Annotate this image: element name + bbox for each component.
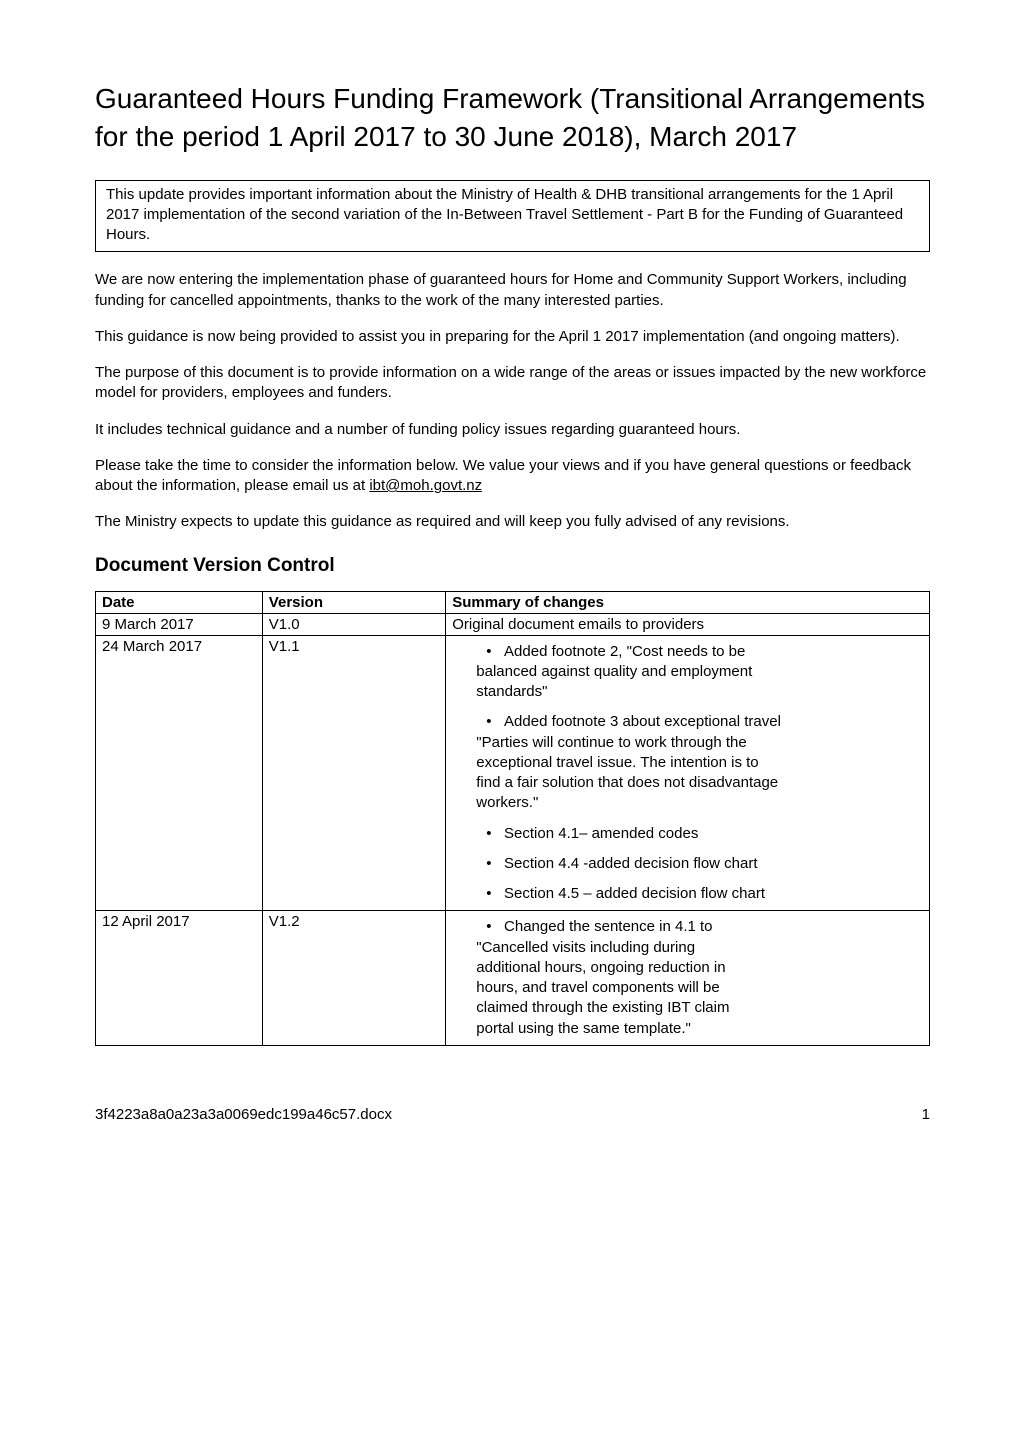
- header-date: Date: [96, 591, 263, 613]
- bullet-cont: balanced against quality and employment: [454, 662, 921, 682]
- bullet-text: Added footnote 3 about exceptional trave…: [504, 713, 781, 730]
- document-title: Guaranteed Hours Funding Framework (Tran…: [95, 80, 930, 156]
- header-summary: Summary of changes: [446, 591, 930, 613]
- bullet-item: • Added footnote 2, "Cost needs to be ba…: [454, 642, 921, 703]
- version-control-table: Date Version Summary of changes 9 March …: [95, 591, 930, 1046]
- bullet-lead: • Added footnote 2, "Cost needs to be: [454, 642, 921, 662]
- intro-paragraph-2: This guidance is now being provided to a…: [95, 327, 930, 347]
- bullet-text: Added footnote 2, "Cost needs to be: [504, 643, 745, 660]
- section-heading-version-control: Document Version Control: [95, 555, 930, 577]
- table-row: 24 March 2017 V1.1 • Added footnote 2, "…: [96, 635, 930, 911]
- bullet-cont: standards": [454, 682, 921, 702]
- bullet-item: • Added footnote 3 about exceptional tra…: [454, 712, 921, 813]
- bullet-lead: • Section 4.1– amended codes: [454, 824, 921, 844]
- bullet-lead: • Changed the sentence in 4.1 to: [454, 917, 921, 937]
- bullet-item: • Section 4.4 -added decision flow chart: [454, 854, 921, 874]
- info-box: This update provides important informati…: [95, 180, 930, 253]
- intro-paragraph-1: We are now entering the implementation p…: [95, 270, 930, 311]
- bullet-item: • Changed the sentence in 4.1 to "Cancel…: [454, 917, 921, 1039]
- bullet-cont: "Cancelled visits including during: [454, 938, 921, 958]
- table-row: 9 March 2017 V1.0 Original document emai…: [96, 613, 930, 635]
- bullet-lead: • Section 4.5 – added decision flow char…: [454, 884, 921, 904]
- bullet-text: Section 4.4 -added decision flow chart: [504, 855, 757, 872]
- bullet-cont: find a fair solution that does not disad…: [454, 773, 921, 793]
- cell-date: 24 March 2017: [96, 635, 263, 911]
- table-header-row: Date Version Summary of changes: [96, 591, 930, 613]
- footer-page-number: 1: [922, 1106, 930, 1123]
- intro-paragraph-6: The Ministry expects to update this guid…: [95, 512, 930, 532]
- cell-date: 9 March 2017: [96, 613, 263, 635]
- cell-summary: • Changed the sentence in 4.1 to "Cancel…: [446, 911, 930, 1046]
- table-row: 12 April 2017 V1.2 • Changed the sentenc…: [96, 911, 930, 1046]
- bullet-cont: hours, and travel components will be: [454, 978, 921, 998]
- bullet-item: • Section 4.5 – added decision flow char…: [454, 884, 921, 904]
- bullet-cont: additional hours, ongoing reduction in: [454, 958, 921, 978]
- cell-version: V1.1: [262, 635, 445, 911]
- cell-summary: Original document emails to providers: [446, 613, 930, 635]
- cell-date: 12 April 2017: [96, 911, 263, 1046]
- bullet-cont: portal using the same template.": [454, 1019, 921, 1039]
- bullet-cont: workers.": [454, 793, 921, 813]
- cell-version: V1.0: [262, 613, 445, 635]
- page-footer: 3f4223a8a0a23a3a0069edc199a46c57.docx 1: [95, 1106, 930, 1123]
- bullet-lead: • Section 4.4 -added decision flow chart: [454, 854, 921, 874]
- email-link[interactable]: ibt@moh.govt.nz: [369, 477, 482, 494]
- bullet-item: • Section 4.1– amended codes: [454, 824, 921, 844]
- intro-paragraph-3: The purpose of this document is to provi…: [95, 363, 930, 404]
- cell-version: V1.2: [262, 911, 445, 1046]
- header-version: Version: [262, 591, 445, 613]
- bullet-cont: "Parties will continue to work through t…: [454, 733, 921, 753]
- bullet-lead: • Added footnote 3 about exceptional tra…: [454, 712, 921, 732]
- footer-filename: 3f4223a8a0a23a3a0069edc199a46c57.docx: [95, 1106, 392, 1123]
- bullet-text: Changed the sentence in 4.1 to: [504, 918, 713, 935]
- intro-paragraph-4: It includes technical guidance and a num…: [95, 420, 930, 440]
- bullet-cont: claimed through the existing IBT claim: [454, 998, 921, 1018]
- p5-text: Please take the time to consider the inf…: [95, 457, 911, 494]
- cell-summary: • Added footnote 2, "Cost needs to be ba…: [446, 635, 930, 911]
- bullet-text: Section 4.5 – added decision flow chart: [504, 885, 765, 902]
- intro-paragraph-5: Please take the time to consider the inf…: [95, 456, 930, 497]
- bullet-text: Section 4.1– amended codes: [504, 825, 698, 842]
- bullet-cont: exceptional travel issue. The intention …: [454, 753, 921, 773]
